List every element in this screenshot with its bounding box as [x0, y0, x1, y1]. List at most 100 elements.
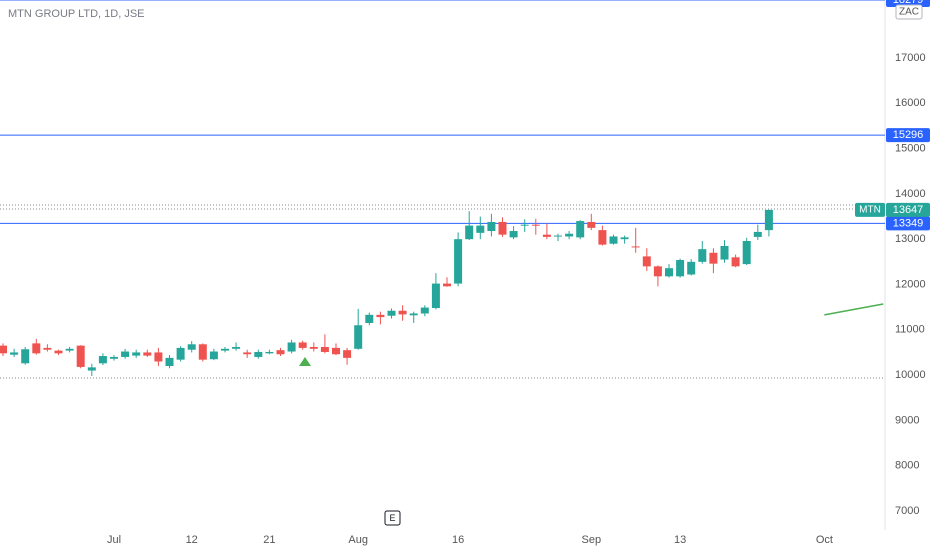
currency-label: ZAC	[899, 7, 919, 18]
candle-body	[565, 233, 574, 237]
candle-body	[87, 367, 96, 371]
candle-body	[309, 346, 318, 349]
candle-body	[221, 348, 229, 351]
y-tick-label: 10000	[895, 369, 926, 381]
x-tick-label: 21	[263, 534, 275, 546]
currency-box	[895, 4, 923, 20]
candle-body	[187, 344, 196, 350]
candle-body	[576, 221, 585, 238]
candle-body	[764, 209, 773, 231]
y-tick-label: 17000	[895, 52, 926, 64]
symbol-box	[855, 202, 885, 217]
candle-body	[409, 313, 418, 316]
candle-body	[676, 260, 685, 277]
candle-body	[531, 224, 540, 226]
x-tick-label: Sep	[582, 534, 602, 546]
candle-body	[0, 345, 7, 354]
candle-body	[709, 252, 718, 264]
price-line-label: 13349	[893, 217, 924, 229]
signal-marker	[299, 357, 311, 366]
candle-body	[121, 351, 130, 357]
chart-title: MTN GROUP LTD, 1D, JSE	[8, 8, 145, 20]
candle-body	[320, 346, 329, 352]
price-line-label-box	[886, 128, 930, 143]
y-tick-label: 14000	[895, 188, 926, 200]
symbol-label: MTN	[859, 205, 881, 216]
candle-body	[554, 235, 562, 237]
candle-body	[620, 237, 629, 240]
candle-body	[587, 221, 596, 228]
candle-body	[298, 342, 307, 348]
candle-body	[509, 231, 518, 238]
candle-body	[476, 225, 485, 233]
candle-body	[232, 346, 241, 349]
candle-body	[332, 347, 340, 355]
candle-body	[287, 342, 296, 352]
candle-body	[343, 350, 352, 358]
candle-body	[542, 234, 551, 237]
candle-body	[431, 283, 440, 309]
y-tick-label: 13000	[895, 233, 926, 245]
candle-body	[110, 356, 118, 359]
x-tick-label: Jul	[107, 534, 121, 546]
candle-body	[731, 257, 740, 267]
candle-body	[487, 221, 496, 232]
candle-body	[398, 310, 407, 315]
candle-body	[465, 225, 474, 240]
x-tick-label: Oct	[816, 534, 833, 546]
y-tick-label: 16000	[895, 97, 926, 109]
y-tick-label: 15000	[895, 142, 926, 154]
x-tick-label: 16	[452, 534, 464, 546]
candle-body	[10, 352, 19, 355]
candle-body	[276, 350, 285, 355]
candle-body	[420, 307, 429, 314]
candle-body	[54, 350, 63, 354]
price-line-label: 18279	[893, 0, 924, 6]
candle-body	[687, 261, 696, 275]
x-tick-label: 12	[186, 534, 198, 546]
candle-body	[598, 230, 607, 245]
candle-body	[376, 314, 385, 318]
price-line-label-box	[886, 216, 930, 231]
candle-body	[254, 351, 263, 357]
candle-body	[154, 352, 163, 362]
candle-body	[98, 356, 107, 364]
candle-body	[176, 347, 185, 360]
candle-body	[354, 325, 363, 349]
candle-body	[387, 310, 396, 316]
candle-body	[165, 357, 174, 367]
candle-body	[265, 351, 274, 354]
candle-body	[132, 352, 141, 356]
candle-body	[742, 240, 751, 265]
candle-body	[365, 314, 374, 323]
candle-body	[631, 246, 640, 248]
candle-body	[720, 245, 729, 260]
y-tick-label: 8000	[895, 460, 919, 472]
candle-body	[21, 349, 30, 364]
candle-body	[642, 256, 651, 267]
candle-body	[653, 266, 662, 277]
candle-body	[198, 344, 207, 360]
y-tick-label: 12000	[895, 278, 926, 290]
candle-body	[143, 352, 152, 356]
y-tick-label: 11000	[895, 324, 925, 336]
y-tick-label: 7000	[895, 505, 919, 517]
candle-body	[753, 231, 762, 237]
candle-body	[698, 249, 707, 262]
candle-body	[443, 283, 451, 287]
x-tick-label: Aug	[348, 534, 368, 546]
last-price-box	[886, 202, 930, 217]
candle-body	[65, 348, 74, 351]
price-line-label: 15296	[893, 129, 924, 141]
event-box	[384, 510, 401, 526]
last-price-label: 13647	[893, 204, 924, 216]
candle-body	[32, 343, 41, 354]
candle-body	[76, 345, 85, 367]
trendline	[824, 303, 884, 316]
candle-body	[43, 347, 52, 350]
x-tick-label: 13	[674, 534, 686, 546]
candle-body	[454, 239, 463, 284]
candle-body	[209, 351, 218, 360]
